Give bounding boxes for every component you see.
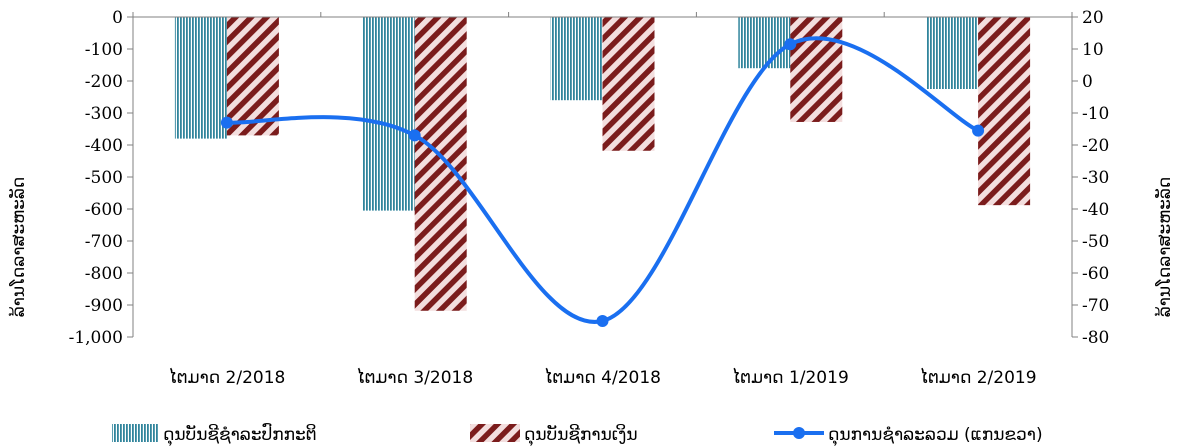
bar-financial-account [226,17,279,136]
overall-balance-point [784,38,797,51]
right-tick-label: -10 [1082,104,1109,124]
left-tick-label: -300 [85,104,123,124]
bar-financial-account [602,17,655,151]
bar-layer [174,17,1031,311]
bar-current-account [738,17,791,69]
category-label: ໄຕມາດ 4/2018 [544,367,661,388]
overall-balance-point [972,124,985,137]
left-tick-label: -200 [85,72,123,92]
axes-layer [127,12,1078,338]
label-layer: 0-100-200-300-400-500-600-700-800-900-1,… [69,8,1110,388]
overall-balance-point [408,129,421,142]
legend-marker-overall-balance [793,427,805,439]
right-tick-label: 0 [1082,72,1093,92]
category-label: ໄຕມາດ 2/2019 [920,367,1037,388]
right-tick-label: -50 [1082,232,1109,252]
right-tick-label: -80 [1082,328,1109,348]
category-label: ໄຕມາດ 1/2019 [732,367,849,388]
bar-financial-account [414,17,467,311]
category-label: ໄຕມາດ 3/2018 [356,367,473,388]
bar-financial-account [978,17,1031,206]
bar-current-account [926,17,979,89]
bar-current-account [550,17,603,101]
right-tick-label: -20 [1082,136,1109,156]
left-tick-label: -500 [85,168,123,188]
right-tick-label: 20 [1082,8,1104,28]
legend-label-overall-balance: ດຸນການຊໍາລະລວມ (ແກນຂວາ) [828,425,1043,447]
right-axis-title: ລ້ານໂດລາສະຫະລັດ [1153,177,1175,318]
right-tick-label: -40 [1082,200,1109,220]
legend-swatch-current-account [112,424,158,442]
legend-label-current-account: ດຸນບັນຊີຊໍາລະປົກກະຕິ [163,421,317,447]
right-tick-label: -70 [1082,296,1109,316]
line-series-layer [220,36,985,327]
left-tick-label: -100 [85,40,123,60]
left-tick-label: 0 [112,8,123,28]
left-tick-label: -700 [85,232,123,252]
legend-label-financial-account: ດຸນບັນຊີການເງິນ [524,423,638,447]
legend: ດຸນບັນຊີຊໍາລະປົກກະຕິ ດຸນບັນຊີການເງິນ ດຸນ… [112,421,1043,447]
right-tick-label: -30 [1082,168,1109,188]
bar-financial-account [790,17,843,122]
bar-current-account [174,17,227,139]
right-tick-label: 10 [1082,40,1104,60]
category-label: ໄຕມາດ 2/2018 [168,367,285,388]
left-axis-title: ລ້ານໂດລາສະຫະລັດ [7,177,29,318]
bar-current-account [362,17,415,211]
left-tick-label: -800 [85,264,123,284]
left-tick-label: -600 [85,200,123,220]
left-tick-label: -400 [85,136,123,156]
left-tick-label: -1,000 [69,328,123,348]
legend-swatch-financial-account [470,424,520,442]
overall-balance-point [220,116,233,129]
right-tick-label: -60 [1082,264,1109,284]
overall-balance-point [596,315,609,327]
left-tick-label: -900 [85,296,123,316]
